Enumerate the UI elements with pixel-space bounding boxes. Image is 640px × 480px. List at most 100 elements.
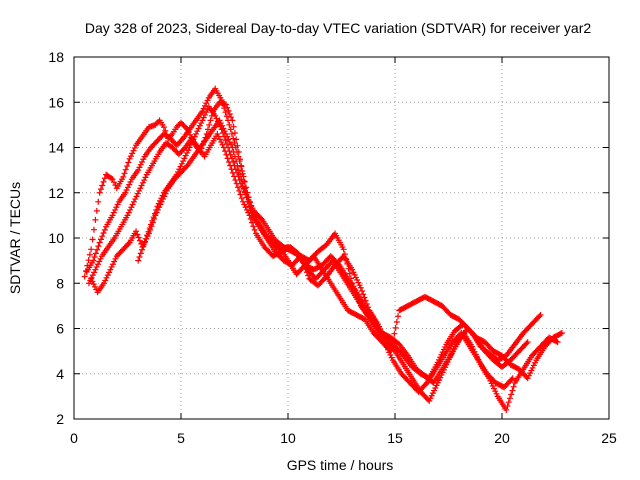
y-tick-label: 10 bbox=[48, 230, 64, 246]
x-tick-label: 0 bbox=[70, 430, 78, 446]
data-point bbox=[219, 141, 226, 148]
data-point bbox=[100, 178, 107, 185]
data-point bbox=[204, 126, 211, 133]
data-point bbox=[93, 207, 100, 214]
data-point bbox=[503, 406, 510, 413]
data-point bbox=[126, 155, 133, 162]
data-point bbox=[242, 204, 249, 211]
data-point bbox=[131, 144, 138, 151]
data-point bbox=[234, 169, 241, 176]
data-point bbox=[218, 126, 225, 133]
data-point bbox=[94, 246, 101, 253]
data-point bbox=[228, 155, 235, 162]
data-point bbox=[230, 135, 237, 142]
data-point bbox=[151, 210, 158, 217]
data-point bbox=[183, 163, 190, 170]
data-point bbox=[185, 147, 192, 154]
data-point bbox=[360, 291, 367, 298]
x-axis-title: GPS time / hours bbox=[287, 457, 394, 473]
data-point bbox=[157, 197, 164, 204]
data-point bbox=[129, 201, 136, 208]
data-point bbox=[123, 187, 130, 194]
data-point bbox=[136, 254, 143, 261]
data-point bbox=[102, 277, 109, 284]
data-point bbox=[201, 102, 208, 109]
data-point bbox=[114, 201, 121, 208]
data-point bbox=[89, 236, 96, 243]
data-point bbox=[508, 391, 515, 398]
data-point bbox=[231, 162, 238, 169]
data-point bbox=[195, 125, 202, 132]
x-tick-label: 25 bbox=[601, 430, 617, 446]
data-point bbox=[108, 175, 115, 182]
data-point bbox=[192, 130, 199, 137]
data-point bbox=[388, 342, 395, 349]
data-point bbox=[127, 206, 134, 213]
axis-ticks bbox=[73, 56, 610, 420]
data-point bbox=[249, 205, 256, 212]
data-point bbox=[92, 216, 99, 223]
data-point bbox=[537, 311, 544, 318]
data-point bbox=[110, 209, 117, 216]
data-point bbox=[201, 111, 208, 118]
data-point bbox=[121, 170, 128, 177]
data-point bbox=[129, 150, 136, 157]
y-axis-title: SDTVAR / TECUs bbox=[7, 182, 23, 294]
data-point bbox=[230, 158, 237, 165]
data-point bbox=[145, 228, 152, 235]
data-point bbox=[133, 228, 140, 235]
y-tick-label: 8 bbox=[56, 275, 64, 291]
data-point bbox=[125, 159, 132, 166]
data-point bbox=[223, 113, 230, 120]
data-point bbox=[104, 272, 111, 279]
data-point bbox=[357, 284, 364, 291]
data-point bbox=[154, 203, 161, 210]
data-point bbox=[173, 171, 180, 178]
data-point bbox=[227, 151, 234, 158]
data-point bbox=[140, 243, 147, 250]
data-point bbox=[239, 183, 246, 190]
data-point bbox=[203, 100, 210, 107]
data-point bbox=[241, 188, 248, 195]
data-point bbox=[222, 137, 229, 144]
data-point bbox=[200, 114, 207, 121]
data-point bbox=[221, 133, 228, 140]
y-tick-labels: 2 4 6 8 10 12 14 16 18 bbox=[48, 49, 64, 427]
data-point bbox=[183, 149, 190, 156]
data-point bbox=[395, 313, 402, 320]
data-point bbox=[505, 399, 512, 406]
data-point bbox=[146, 225, 153, 232]
data-point bbox=[186, 144, 193, 151]
data-point bbox=[228, 130, 235, 137]
grid-lines bbox=[74, 57, 609, 419]
data-point bbox=[109, 261, 116, 268]
data-point bbox=[386, 346, 393, 353]
data-point bbox=[509, 375, 516, 382]
data-point bbox=[225, 144, 232, 151]
data-point bbox=[228, 141, 235, 148]
data-point bbox=[150, 214, 157, 221]
data-point bbox=[510, 383, 517, 390]
data-point bbox=[132, 196, 139, 203]
data-point bbox=[204, 97, 211, 104]
series-track-5 bbox=[135, 103, 565, 382]
data-point bbox=[246, 199, 253, 206]
y-tick-label: 2 bbox=[56, 411, 64, 427]
data-point bbox=[231, 139, 238, 146]
chart-title: Day 328 of 2023, Sidereal Day-to-day VTE… bbox=[85, 20, 591, 36]
data-point bbox=[112, 255, 119, 262]
data-point bbox=[203, 109, 210, 116]
data-point bbox=[216, 120, 223, 127]
data-point bbox=[363, 300, 370, 307]
data-point bbox=[177, 163, 184, 170]
data-point bbox=[251, 226, 258, 233]
data-point bbox=[135, 257, 142, 264]
data-point bbox=[139, 246, 146, 253]
data-point bbox=[90, 226, 97, 233]
data-point bbox=[248, 202, 255, 209]
data-point bbox=[216, 136, 223, 143]
data-point bbox=[303, 269, 310, 276]
data-point bbox=[153, 206, 160, 213]
data-point bbox=[180, 145, 187, 152]
data-point bbox=[91, 269, 98, 276]
